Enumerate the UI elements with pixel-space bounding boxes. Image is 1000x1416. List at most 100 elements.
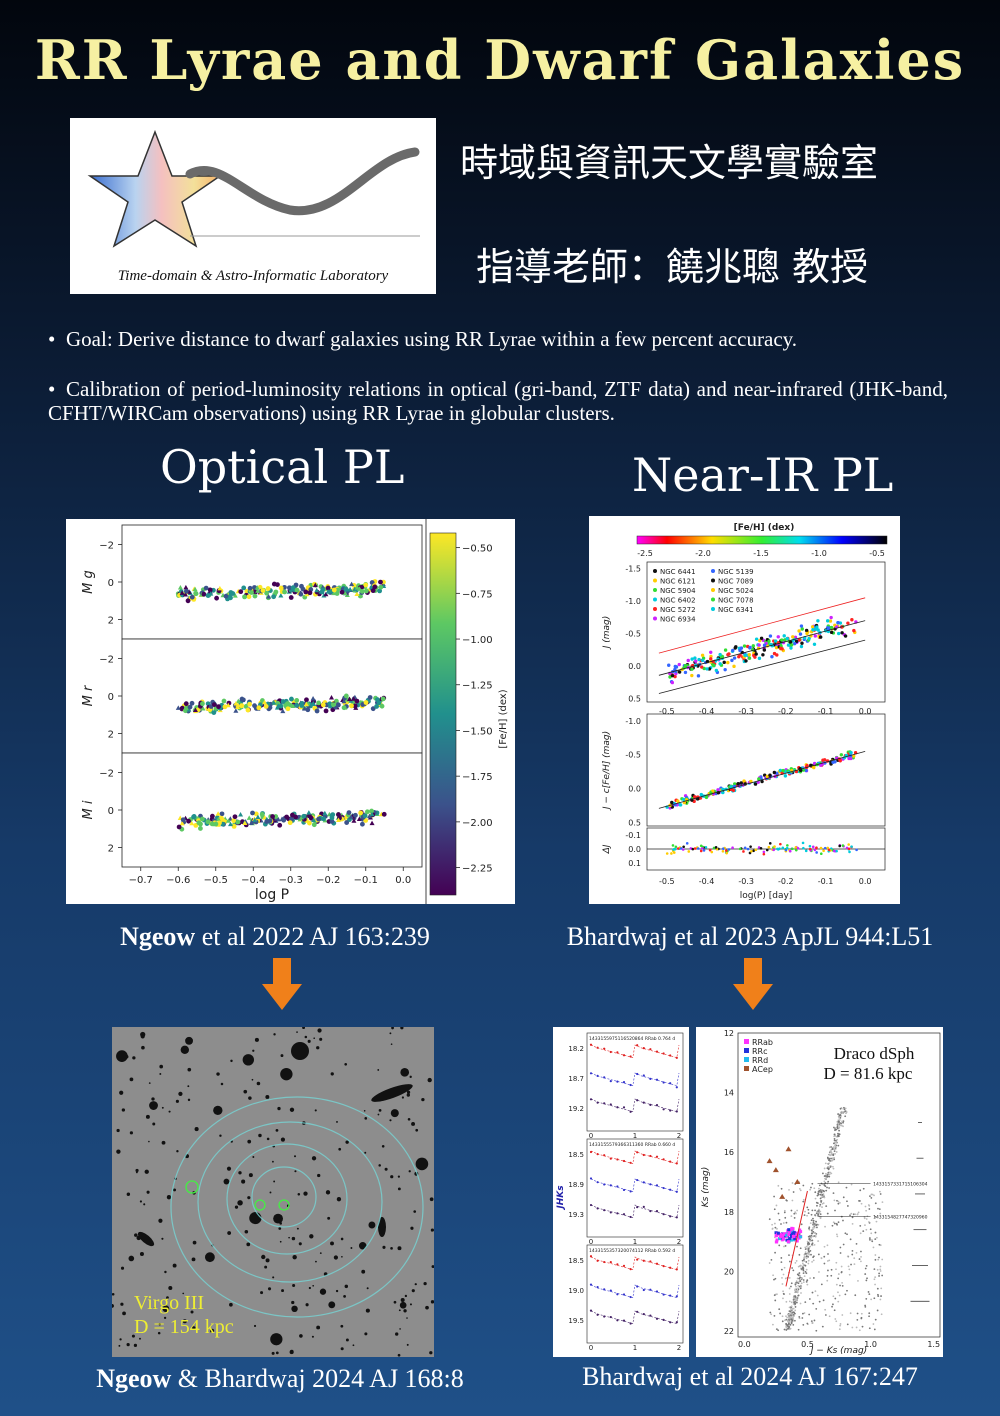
cmd-star [877,1295,880,1298]
field-star [272,1160,274,1163]
nir-data-point [829,630,834,635]
lightcurve-point [616,1158,619,1161]
colorbar-tick-label: −1.00 [462,635,493,646]
nir-data-point [733,646,737,650]
logo-graphic: Time-domain & Astro-Informatic Laborator… [87,129,420,284]
optical-data-point [223,593,229,599]
cmd-star [845,1112,847,1115]
cmd-star [860,1260,862,1263]
nir-residual-point [681,848,685,851]
nir-data-point [821,758,825,762]
nir-data-point [753,655,757,659]
optical-data-point [280,708,286,714]
field-star [275,1129,279,1132]
lightcurve-point [629,1295,632,1299]
cmd-star [832,1221,835,1224]
nir-data-point [747,653,751,657]
optical-data-point [329,694,335,700]
nir-data-point [748,645,752,650]
nir-data-point [739,781,743,785]
cmd-ytick-label: 18 [724,1208,734,1217]
optical-data-point [252,593,258,599]
cmd-star [810,1253,812,1256]
cmd-star [834,1129,836,1132]
optical-data-point [225,818,231,823]
field-star [393,1300,397,1304]
optical-xtick-label: −0.2 [316,875,340,886]
cmd-star [879,1190,881,1193]
cmd-star [827,1157,829,1160]
citation-ngeow-2024: Ngeow & Bhardwaj 2024 AJ 168:8 [96,1364,464,1393]
cmd-star [782,1292,785,1295]
cmd-star [822,1299,825,1302]
cmd-rr-lyrae [774,1240,778,1244]
field-star [275,1351,279,1355]
cmd-star [839,1124,841,1127]
nir-data-point [805,631,809,636]
nir-data-point [707,667,712,671]
cmd-star [860,1255,862,1258]
optical-data-point [219,811,225,817]
cmd-star [815,1201,818,1204]
field-star [364,1151,367,1154]
cmd-star [802,1264,805,1267]
lightcurve-point [675,1162,678,1165]
field-star [414,1283,417,1286]
cmd-star [812,1224,815,1227]
optical-data-point [304,697,309,703]
cmd-star [873,1268,876,1271]
field-star [305,1303,309,1307]
cmd-star [808,1298,811,1300]
cmd-star [826,1175,829,1178]
optical-xtick-label: −0.5 [204,875,228,886]
nir-data-point [797,638,802,642]
cmd-star [851,1223,854,1225]
nir-data-point [668,675,672,679]
nir-xtick-label: -0.4 [699,707,715,716]
cmd-xtick-label: 1.5 [927,1340,940,1349]
field-star [252,1156,255,1158]
nir-data-point [829,615,833,620]
cmd-star [776,1227,778,1230]
optical-data-point [346,810,352,816]
cmd-star [814,1214,816,1216]
optical-data-point [278,585,284,591]
cmd-star [879,1298,882,1301]
nir-data-point [712,663,716,668]
cmd-star [790,1301,793,1304]
cmd-star [809,1249,812,1252]
nir-residual-point [689,847,693,850]
cmd-star [838,1126,841,1129]
cmd-star [773,1222,776,1225]
nir-residual-point [712,846,716,850]
field-star [389,1032,392,1035]
field-star [237,1200,243,1206]
cmd-legend-label: RRd [752,1056,768,1065]
cmd-star [779,1312,781,1315]
cmd-star [802,1312,804,1315]
optical-data-point [376,700,382,706]
field-star [267,1287,272,1291]
optical-data-point [287,820,293,826]
cmd-star [821,1195,824,1198]
field-star [345,1338,349,1342]
field-star [269,1191,272,1194]
cmd-star [791,1199,794,1202]
cmd-star [873,1278,876,1281]
optical-xtick-label: −0.3 [279,875,303,886]
field-star [164,1270,167,1274]
nir-data-point [780,638,784,642]
optical-data-point [351,696,357,701]
nir-data-point [760,779,764,784]
lightcurve-ylabel: JHKs [556,1185,566,1211]
field-star [152,1122,156,1126]
field-star [430,1228,435,1232]
nir-data-point [732,656,737,660]
cmd-star [797,1282,800,1285]
lightcurve-ytick: 18.9 [568,1181,584,1189]
cmd-star [837,1202,840,1205]
nir-ytick-label: -1.0 [625,717,641,726]
optical-data-point [213,821,219,827]
cmd-star [841,1281,843,1284]
cmd-star [837,1273,840,1275]
